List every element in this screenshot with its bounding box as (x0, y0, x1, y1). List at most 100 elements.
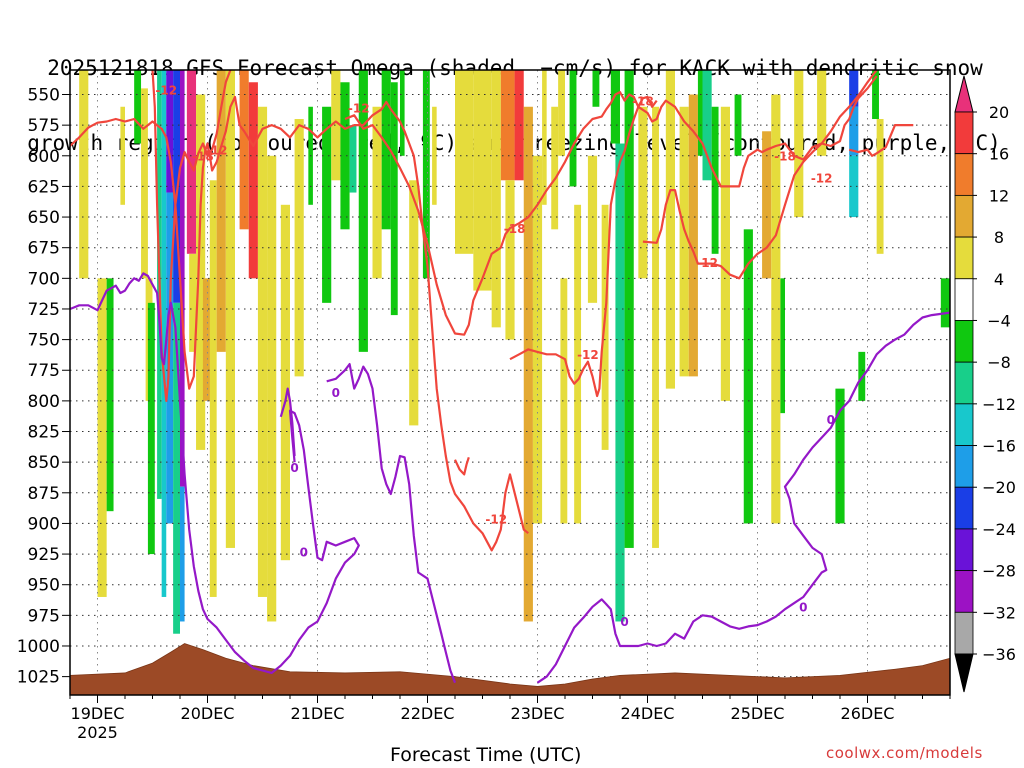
dendritic-growth-contour (454, 456, 470, 476)
omega-cell (225, 70, 235, 548)
colorbar-over-arrow (954, 75, 974, 113)
colorbar-swatch (954, 361, 974, 405)
omega-cell (322, 106, 332, 303)
omega-cell (97, 278, 107, 597)
omega-cell (409, 180, 419, 426)
omega-cell (491, 70, 501, 328)
colorbar-swatch (954, 111, 974, 155)
contour-label: -12 (696, 256, 718, 270)
time-tick-label: 19DEC (71, 704, 125, 723)
pressure-tick-label: 800 (28, 392, 60, 412)
colorbar-label: −12 (982, 395, 1016, 414)
freezing-level-contour (70, 272, 360, 675)
pressure-tick-label: 700 (28, 269, 60, 289)
omega-cell (189, 253, 197, 352)
time-tick-label: 26DEC (841, 704, 895, 723)
dendritic-growth-contour (848, 123, 914, 157)
omega-cell (257, 106, 268, 597)
omega-cell (106, 278, 114, 512)
contour-label: 0 (620, 615, 628, 629)
contour-label: -18 (504, 222, 526, 236)
omega-cell (734, 94, 742, 156)
omega-cell (592, 70, 600, 107)
omega-cell (794, 70, 804, 218)
omega-cell (849, 70, 859, 107)
omega-cell (872, 70, 879, 120)
colorbar-swatch (954, 320, 974, 363)
pressure-tick-label: 550 (28, 86, 60, 106)
dendritic-growth-contour (642, 70, 878, 280)
colorbar-swatch (954, 403, 974, 446)
freezing-level-contour (279, 387, 296, 457)
dendritic-growth-contour (344, 75, 878, 336)
contour-layer (70, 70, 950, 684)
omega-cell (473, 70, 492, 291)
omega-cell (743, 229, 753, 524)
omega-cell (615, 143, 625, 622)
time-tick-label: 20DEC (181, 704, 235, 723)
omega-cell (141, 88, 148, 279)
pressure-tick-label: 1025 (17, 668, 60, 688)
colorbar-swatch (954, 570, 974, 613)
colorbar-swatch (954, 278, 974, 321)
omega-cell (500, 70, 515, 181)
omega-cell (173, 302, 180, 634)
colorbar-label: 20 (989, 103, 1009, 122)
contour-label: -12 (155, 83, 177, 97)
time-axis: 19DEC 20DEC 21DEC 22DEC 23DEC 24DEC 25DEC 26DEC… (69, 695, 951, 742)
pressure-tick-label: 650 (28, 208, 60, 228)
time-tick-label: 23DEC (511, 704, 565, 723)
colorbar-under-arrow (954, 653, 974, 693)
pressure-tick-label: 625 (28, 177, 60, 197)
colorbar: 20 16 12 8 4 −4 −8 −12 −16 −20 −24 −28 −32 −36 (954, 75, 1016, 693)
omega-cell (652, 106, 659, 548)
omega-cell (432, 106, 437, 205)
omega-cell (202, 278, 213, 401)
omega-cell (147, 302, 155, 555)
omega-cell (340, 82, 350, 230)
omega-cell (505, 180, 515, 340)
omega-cell (849, 155, 859, 218)
omega-cell (400, 70, 405, 156)
omega-cell (134, 70, 142, 144)
omega-cell (560, 278, 568, 524)
colorbar-label: −20 (982, 478, 1016, 497)
omega-cell (514, 70, 524, 181)
colorbar-swatch (954, 611, 974, 655)
colorbar-swatch (954, 528, 974, 572)
omega-cell (180, 70, 185, 487)
omega-cell (161, 70, 167, 597)
credit-link[interactable]: coolwx.com/models (826, 744, 983, 762)
omega-cell (186, 70, 197, 254)
colorbar-label: −24 (982, 520, 1016, 539)
colorbar-swatch (954, 153, 974, 196)
dendritic-growth-contour (509, 95, 658, 398)
pressure-tick-label: 900 (28, 514, 60, 534)
omega-cell (455, 70, 474, 254)
pressure-tick-label: 575 (28, 116, 60, 136)
colorbar-label: −32 (982, 603, 1016, 622)
colorbar-label: 16 (989, 145, 1009, 164)
contour-label: -18 (632, 94, 654, 108)
colorbar-label: −16 (982, 437, 1016, 456)
pressure-tick-label: 925 (28, 545, 60, 565)
pressure-tick-label: 775 (28, 361, 60, 381)
omega-cell (574, 204, 582, 524)
contour-label: 0 (799, 600, 807, 614)
omega-cell (587, 155, 598, 303)
omega-cell (216, 70, 226, 352)
omega-cell (248, 82, 258, 279)
pressure-tick-label: 725 (28, 300, 60, 320)
omega-cell (267, 155, 277, 622)
omega-cell (358, 70, 368, 352)
omega-cell (817, 70, 827, 156)
omega-cell (665, 70, 675, 389)
pressure-tick-label: 675 (28, 239, 60, 259)
omega-cell (610, 70, 620, 144)
contour-label: 0 (290, 461, 298, 475)
pressure-tick-label: 975 (28, 606, 60, 626)
contour-label: 0 (827, 413, 835, 427)
terrain-layer (70, 643, 950, 695)
